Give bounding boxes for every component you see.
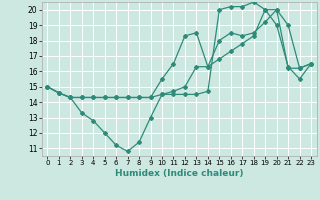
X-axis label: Humidex (Indice chaleur): Humidex (Indice chaleur) xyxy=(115,169,244,178)
